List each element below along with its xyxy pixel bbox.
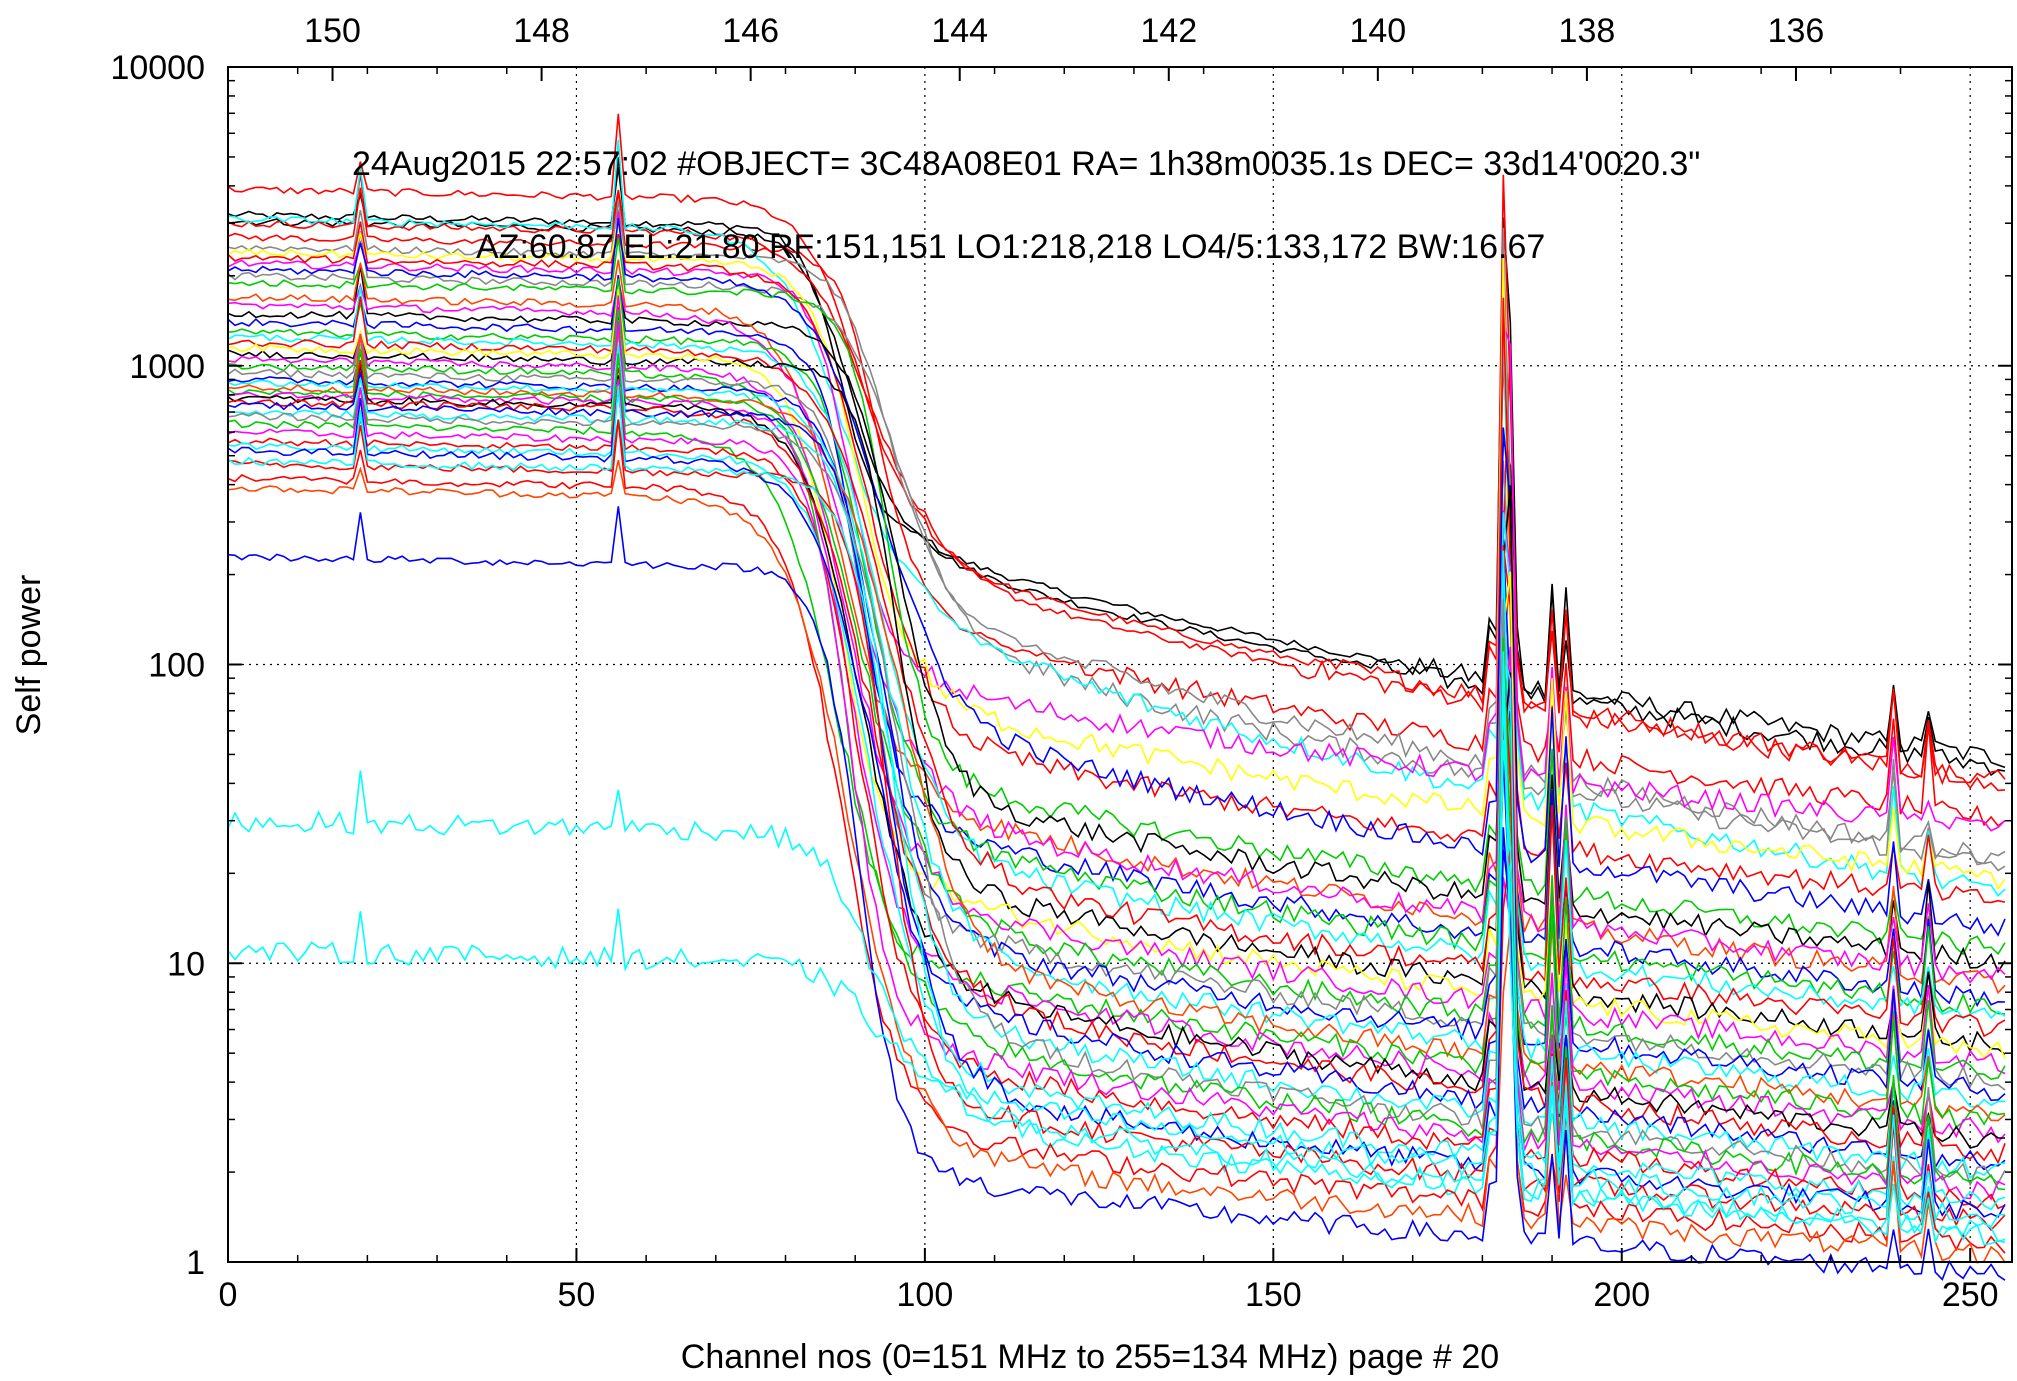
series-line xyxy=(227,419,2006,1254)
series-line xyxy=(227,187,2006,828)
series-line xyxy=(227,280,2006,984)
series-line xyxy=(227,275,2006,1008)
series-line xyxy=(227,332,2006,1102)
series-layer xyxy=(227,113,2006,1281)
x-tick-label: 100 xyxy=(897,1276,954,1314)
top-tick-label: 142 xyxy=(1140,12,1197,50)
x-tick-label: 150 xyxy=(1245,1276,1302,1314)
x-axis-title: Channel nos (0=151 MHz to 255=134 MHz) p… xyxy=(681,1338,1499,1376)
top-tick-label: 140 xyxy=(1349,12,1406,50)
y-tick-label: 10 xyxy=(167,945,205,983)
y-tick-label: 100 xyxy=(148,647,205,685)
y-tick-label: 1 xyxy=(186,1244,205,1282)
series-line xyxy=(227,385,2006,1243)
series-line xyxy=(227,344,2006,1180)
series-line xyxy=(227,221,2006,904)
series-line xyxy=(227,295,2006,1075)
series-line xyxy=(227,320,2006,1144)
header-annotation-line-2: AZ:60.87 EL:21.80 RF:151,151 LO1:218,218… xyxy=(476,228,1545,266)
tick-layer: 0 50 100 150 200 250 1 10 100 1000 10000 150 148 146 1… xyxy=(110,12,2012,1314)
series-line xyxy=(227,330,2006,1122)
series-line xyxy=(227,378,2006,1201)
series-line xyxy=(227,173,2006,792)
series-line xyxy=(227,335,2006,1108)
series-line xyxy=(227,739,2006,1228)
header-annotation-line-1: 24Aug2015 22:57:02 #OBJECT= 3C48A08E01 R… xyxy=(352,145,1700,183)
series-line xyxy=(227,365,2006,1149)
y-axis-title: Self power xyxy=(10,575,48,736)
series-line xyxy=(227,296,2006,1038)
top-tick-label: 150 xyxy=(304,12,361,50)
series-line xyxy=(227,380,2006,1187)
series-line xyxy=(227,139,2006,897)
top-tick-label: 148 xyxy=(513,12,570,50)
series-line xyxy=(227,313,2006,1055)
series-line xyxy=(227,387,2006,1222)
series-line xyxy=(227,113,2006,784)
series-line xyxy=(227,372,2006,1171)
top-tick-label: 138 xyxy=(1559,12,1616,50)
series-line xyxy=(227,417,2006,1211)
x-tick-label: 250 xyxy=(1942,1276,1999,1314)
x-tick-label: 200 xyxy=(1593,1276,1650,1314)
series-line xyxy=(227,349,2006,1129)
series-line xyxy=(227,460,2006,1264)
series-line xyxy=(227,286,2006,1020)
series-line xyxy=(227,385,2006,1210)
top-tick-label: 146 xyxy=(722,12,779,50)
series-line xyxy=(227,157,2006,777)
x-tick-label: 0 xyxy=(219,1276,238,1314)
series-line xyxy=(227,167,2006,769)
y-tick-label: 10000 xyxy=(110,49,205,87)
y-tick-label: 1000 xyxy=(129,348,205,386)
series-line xyxy=(227,278,2006,1015)
series-line xyxy=(227,325,2006,1091)
series-line xyxy=(227,209,2006,872)
series-line xyxy=(227,309,2006,1081)
x-tick-label: 50 xyxy=(558,1276,596,1314)
series-line xyxy=(227,218,2006,937)
top-tick-label: 136 xyxy=(1768,12,1825,50)
series-line xyxy=(227,686,2006,1246)
series-line xyxy=(227,237,2006,956)
top-tick-label: 144 xyxy=(931,12,988,50)
series-line xyxy=(227,265,2006,974)
series-line xyxy=(227,506,2006,1281)
series-line xyxy=(227,211,2006,832)
series-line xyxy=(227,359,2006,1165)
series-line xyxy=(227,200,2006,866)
series-line xyxy=(227,219,2006,890)
